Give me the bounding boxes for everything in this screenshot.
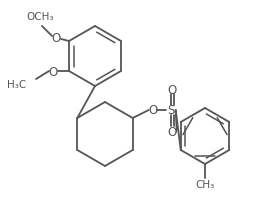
Text: S: S <box>167 104 174 117</box>
Text: OCH₃: OCH₃ <box>26 12 54 22</box>
Text: CH₃: CH₃ <box>195 179 215 189</box>
Text: O: O <box>51 31 61 44</box>
Text: O: O <box>167 83 176 96</box>
Text: O: O <box>48 65 58 78</box>
Text: O: O <box>148 104 157 117</box>
Text: H₃C: H₃C <box>7 80 26 90</box>
Text: O: O <box>167 125 176 138</box>
